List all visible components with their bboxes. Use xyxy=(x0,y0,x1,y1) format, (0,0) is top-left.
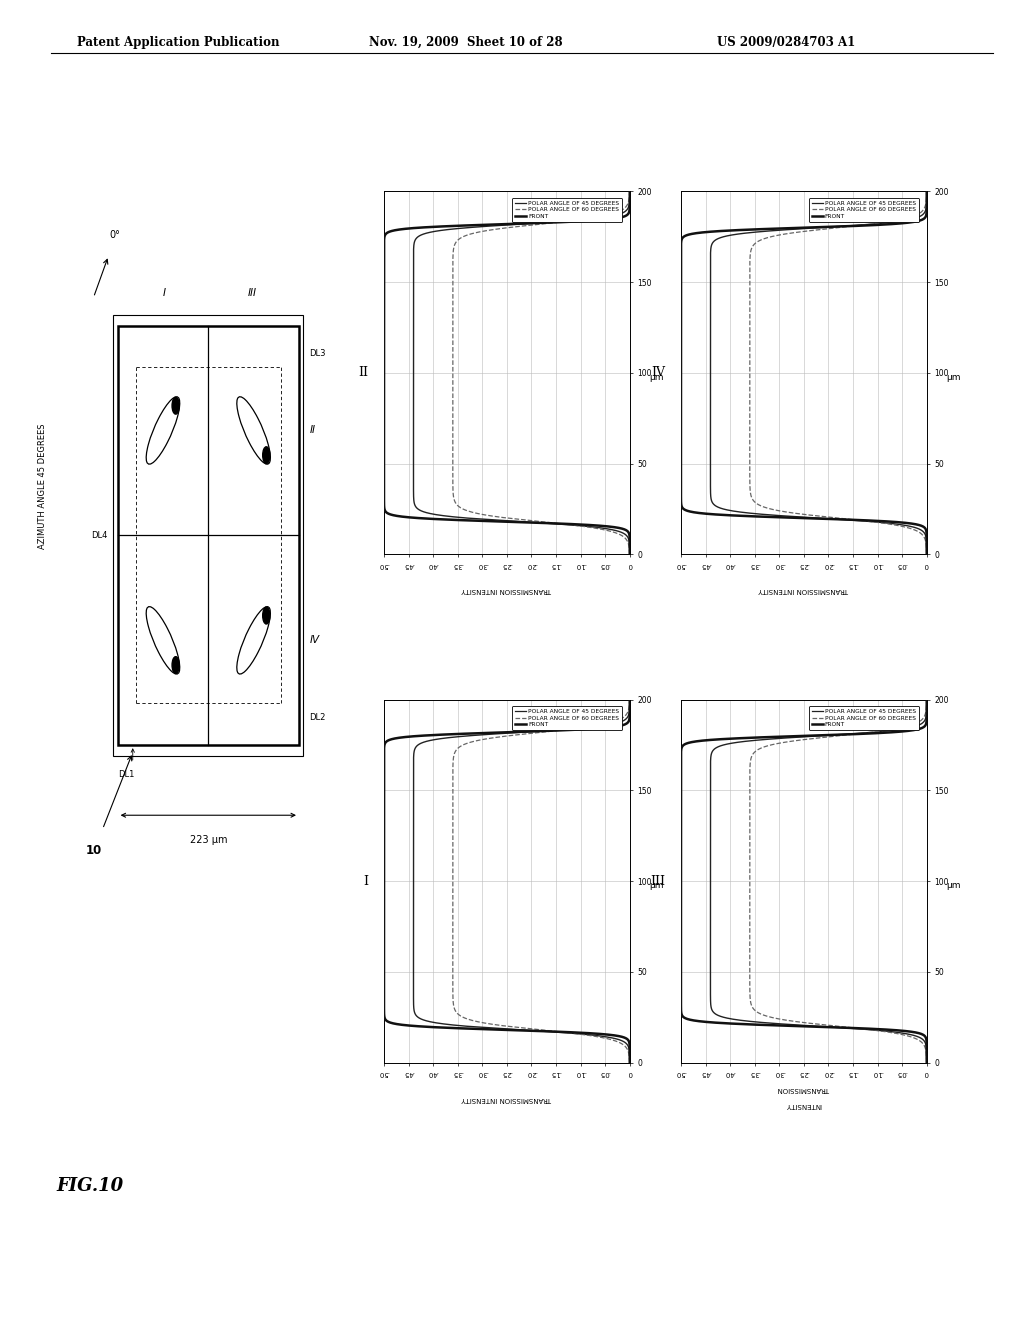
Y-axis label: μm: μm xyxy=(946,882,961,890)
Circle shape xyxy=(172,397,179,414)
Text: I: I xyxy=(364,875,369,887)
Ellipse shape xyxy=(146,607,180,675)
Text: IV: IV xyxy=(309,635,319,645)
Y-axis label: μm: μm xyxy=(946,374,961,381)
Legend: POLAR ANGLE OF 45 DEGREES, POLAR ANGLE OF 60 DEGREES, FRONT: POLAR ANGLE OF 45 DEGREES, POLAR ANGLE O… xyxy=(809,198,919,222)
Text: TRANSMISSION INTENSITY: TRANSMISSION INTENSITY xyxy=(462,1096,552,1102)
Text: AZIMUTH ANGLE 45 DEGREES: AZIMUTH ANGLE 45 DEGREES xyxy=(38,424,47,549)
Bar xyxy=(113,315,303,756)
Text: TRANSMISSION: TRANSMISSION xyxy=(777,1086,830,1093)
Text: Nov. 19, 2009  Sheet 10 of 28: Nov. 19, 2009 Sheet 10 of 28 xyxy=(369,36,562,49)
Y-axis label: μm: μm xyxy=(649,882,664,890)
Text: TRANSMISSION INTENSITY: TRANSMISSION INTENSITY xyxy=(462,587,552,594)
Circle shape xyxy=(172,656,179,673)
Text: 10: 10 xyxy=(85,843,101,857)
Text: US 2009/0284703 A1: US 2009/0284703 A1 xyxy=(717,36,855,49)
Text: DL1: DL1 xyxy=(119,770,135,779)
Ellipse shape xyxy=(146,397,180,465)
Legend: POLAR ANGLE OF 45 DEGREES, POLAR ANGLE OF 60 DEGREES, FRONT: POLAR ANGLE OF 45 DEGREES, POLAR ANGLE O… xyxy=(512,198,622,222)
Text: TRANSMISSION INTENSITY: TRANSMISSION INTENSITY xyxy=(759,587,849,594)
Bar xyxy=(118,326,299,746)
Y-axis label: μm: μm xyxy=(649,374,664,381)
Ellipse shape xyxy=(237,397,270,465)
Circle shape xyxy=(263,607,270,624)
Text: II: II xyxy=(309,425,315,436)
Text: I: I xyxy=(163,288,166,297)
Text: IV: IV xyxy=(651,367,666,379)
Text: INTENSITY: INTENSITY xyxy=(785,1102,822,1109)
Text: II: II xyxy=(358,367,369,379)
Text: 0°: 0° xyxy=(110,230,120,239)
Legend: POLAR ANGLE OF 45 DEGREES, POLAR ANGLE OF 60 DEGREES, FRONT: POLAR ANGLE OF 45 DEGREES, POLAR ANGLE O… xyxy=(512,706,622,730)
Text: FIG.10: FIG.10 xyxy=(56,1177,124,1196)
Text: Patent Application Publication: Patent Application Publication xyxy=(77,36,280,49)
Text: III: III xyxy=(650,875,666,887)
Ellipse shape xyxy=(237,607,270,675)
Text: 223 μm: 223 μm xyxy=(189,834,227,845)
Text: III: III xyxy=(248,288,257,297)
Circle shape xyxy=(263,446,270,463)
Text: DL2: DL2 xyxy=(309,713,326,722)
Legend: POLAR ANGLE OF 45 DEGREES, POLAR ANGLE OF 60 DEGREES, FRONT: POLAR ANGLE OF 45 DEGREES, POLAR ANGLE O… xyxy=(809,706,919,730)
Text: DL4: DL4 xyxy=(91,531,108,540)
Text: DL3: DL3 xyxy=(309,348,326,358)
